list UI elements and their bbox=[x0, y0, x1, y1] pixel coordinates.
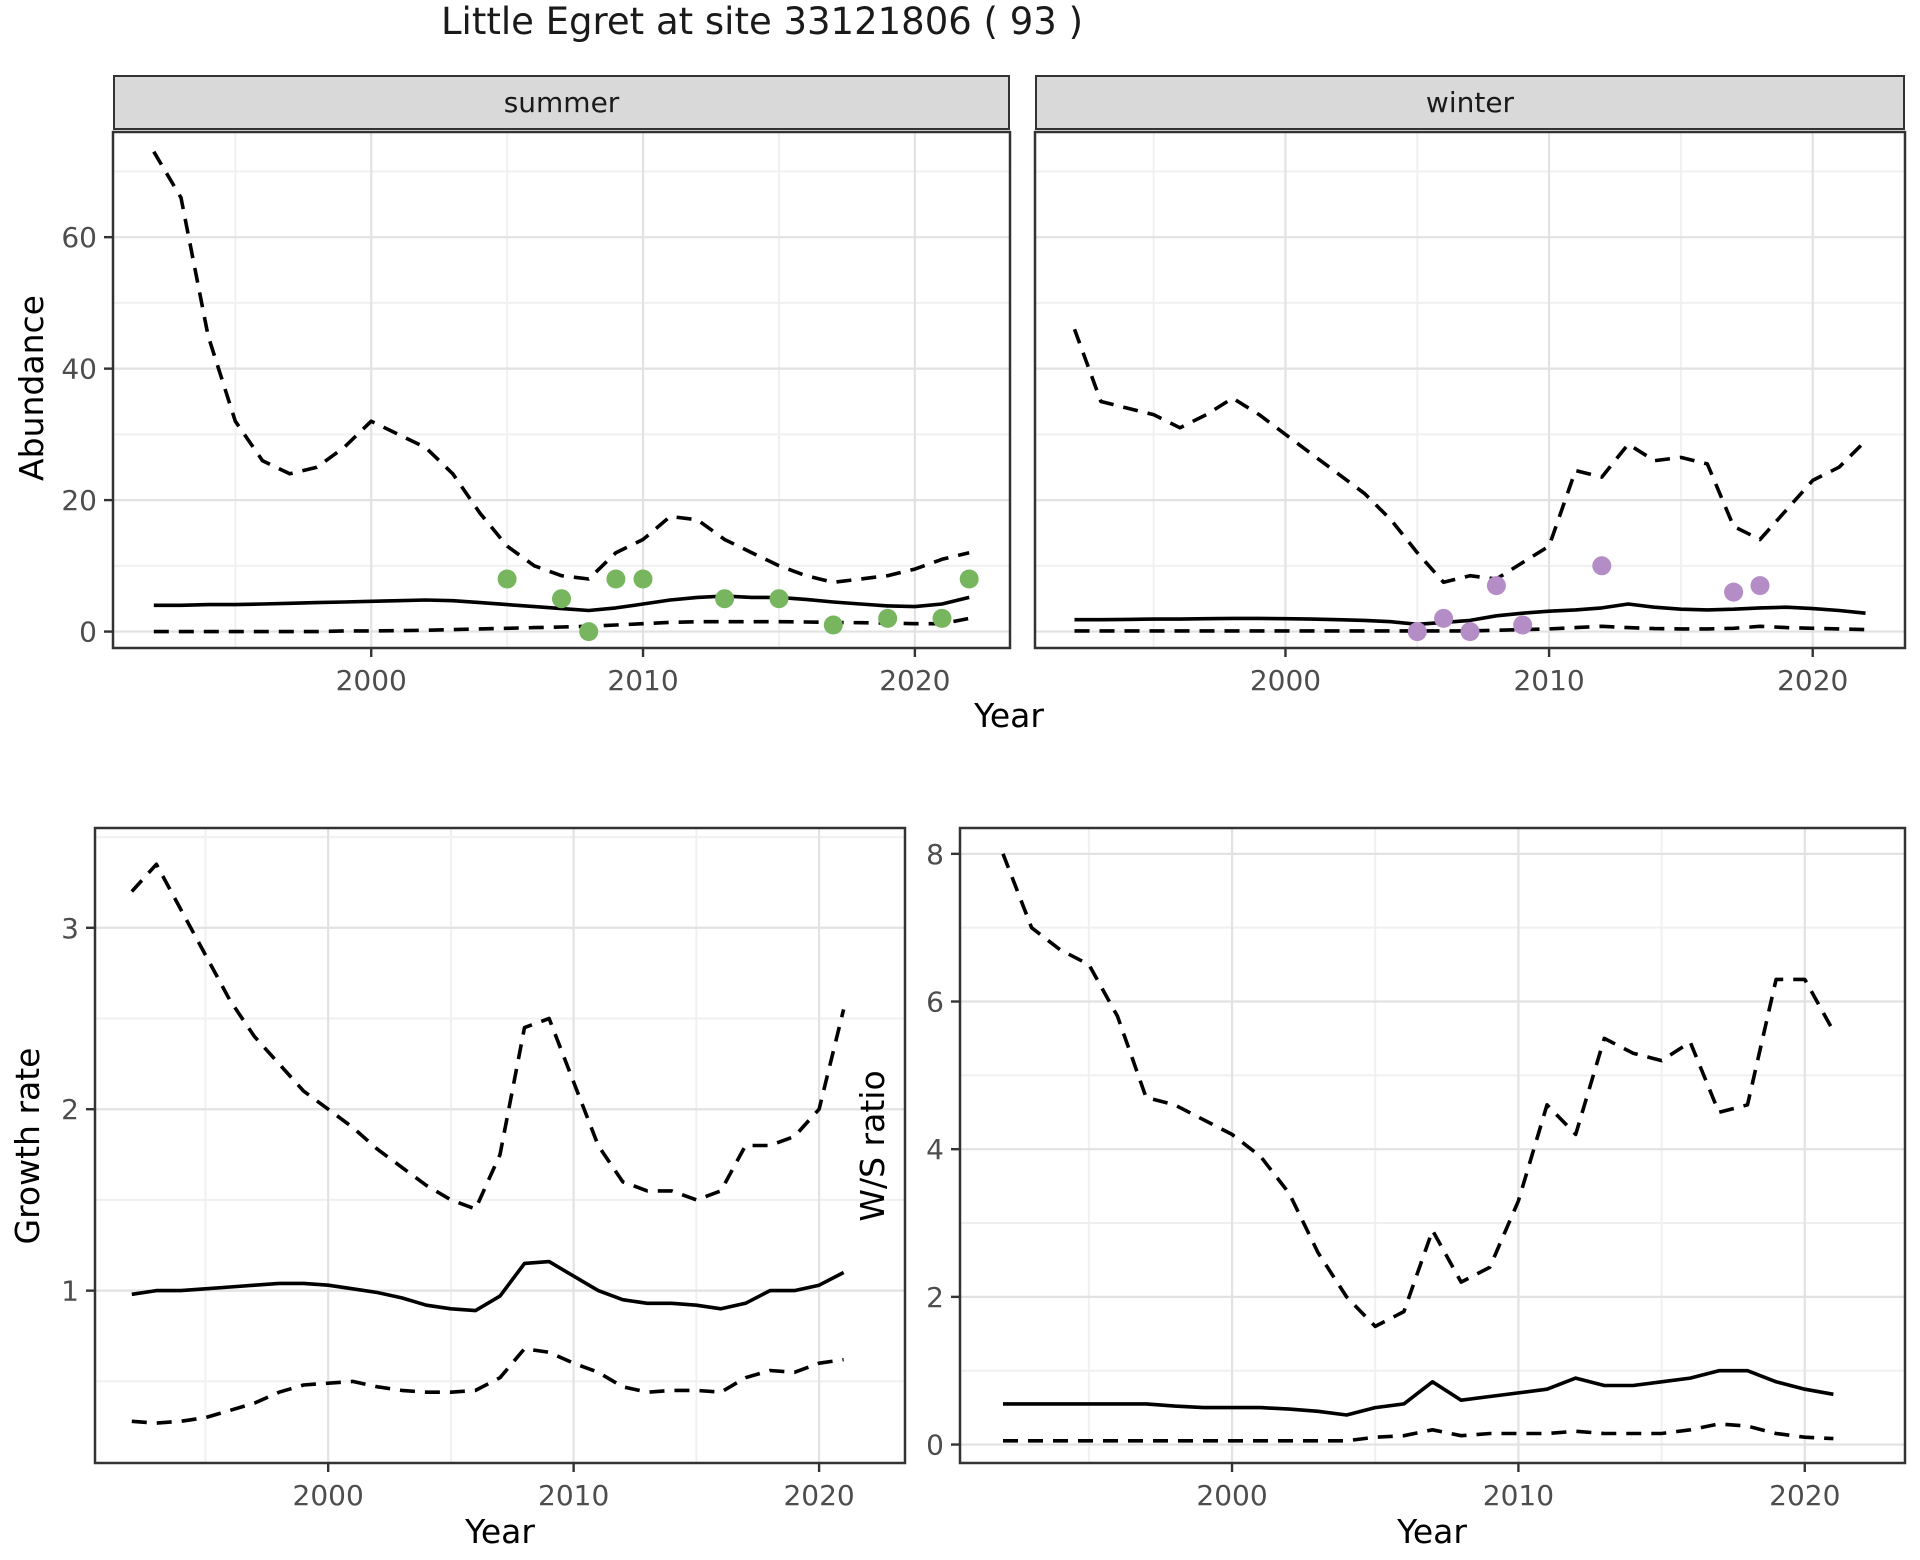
observed-point bbox=[552, 589, 571, 609]
plot-title: Little Egret at site 33121806 ( 93 ) bbox=[440, 0, 1084, 43]
observed-point bbox=[1486, 576, 1506, 596]
abundance-summer-panel: 2000 2010 2020 0 20 40 60 bbox=[61, 130, 1012, 697]
facet-strip-winter: winter bbox=[1035, 75, 1905, 130]
y-tick-label: 4 bbox=[926, 1133, 944, 1166]
y-tick-label: 6 bbox=[926, 986, 944, 1019]
observed-point bbox=[579, 622, 599, 642]
upper-ci-line bbox=[1072, 328, 1867, 585]
observed-point bbox=[959, 569, 979, 589]
x-tick-label: 2010 bbox=[1483, 1479, 1554, 1512]
x-tick-label: 2020 bbox=[1777, 664, 1848, 697]
observed-point bbox=[878, 608, 898, 628]
upper-ci-line bbox=[152, 150, 970, 585]
abundance-winter-panel: 2000 2010 2020 bbox=[1033, 130, 1907, 697]
fitted-line bbox=[153, 594, 970, 613]
fitted-line bbox=[131, 1259, 845, 1313]
lower-ci-line bbox=[131, 1346, 844, 1425]
upper-ci-line bbox=[1001, 853, 1835, 1329]
lower-ci-line bbox=[1003, 1422, 1834, 1443]
panel-background bbox=[1035, 132, 1905, 648]
panel-background bbox=[113, 132, 1010, 648]
facet-strip-winter-label: winter bbox=[1425, 86, 1515, 119]
panel-border bbox=[93, 826, 907, 1465]
observed-point bbox=[932, 608, 952, 628]
x-tick-label: 2000 bbox=[1196, 1479, 1267, 1512]
growth-rate-axis-title: Growth rate bbox=[8, 1047, 47, 1245]
x-tick-label: 2010 bbox=[538, 1479, 609, 1512]
upper-ci-line bbox=[130, 862, 846, 1211]
year-axis-title-growth: Year bbox=[465, 1512, 535, 1551]
y-tick-label: 8 bbox=[926, 838, 944, 871]
y-tick-label: 20 bbox=[61, 484, 97, 517]
x-tick-label: 2020 bbox=[783, 1479, 854, 1512]
x-tick-label: 2000 bbox=[1250, 664, 1321, 697]
ws-ratio-panel: 2000 2010 2020 0 2 4 6 8 bbox=[926, 826, 1907, 1512]
x-tick-label: 2010 bbox=[607, 664, 678, 697]
observed-point bbox=[1724, 582, 1744, 602]
observed-point bbox=[1750, 576, 1770, 596]
y-tick-label: 1 bbox=[61, 1275, 79, 1308]
observed-point bbox=[715, 589, 735, 609]
facet-strip-summer: summer bbox=[113, 75, 1010, 130]
y-tick-label: 40 bbox=[61, 353, 97, 386]
x-tick-label: 2000 bbox=[336, 664, 407, 697]
x-tick-label: 2010 bbox=[1513, 664, 1584, 697]
observed-point bbox=[1434, 608, 1454, 628]
lower-ci-line bbox=[1074, 624, 1866, 633]
observed-point bbox=[1407, 622, 1427, 642]
ws-ratio-axis-title: W/S ratio bbox=[853, 1070, 892, 1222]
y-tick-label: 2 bbox=[926, 1281, 944, 1314]
facet-strip-summer-label: summer bbox=[503, 86, 620, 119]
growth-rate-panel: 2000 2010 2020 1 2 3 bbox=[61, 826, 907, 1512]
fitted-line bbox=[1074, 602, 1866, 627]
x-tick-label: 2020 bbox=[1769, 1479, 1840, 1512]
y-tick-label: 3 bbox=[61, 912, 79, 945]
panel-border bbox=[1033, 130, 1907, 650]
abundance-axis-title: Abundance bbox=[12, 295, 51, 481]
observed-point bbox=[633, 569, 653, 589]
observed-point bbox=[823, 615, 843, 635]
x-tick-label: 2000 bbox=[293, 1479, 364, 1512]
observed-point bbox=[1460, 622, 1480, 642]
y-tick-label: 60 bbox=[61, 221, 97, 254]
fitted-line bbox=[1003, 1368, 1834, 1417]
observed-point bbox=[1592, 556, 1612, 576]
y-tick-label: 0 bbox=[79, 616, 97, 649]
year-axis-title-ws: Year bbox=[1397, 1512, 1467, 1551]
observed-point bbox=[497, 569, 517, 589]
observed-point bbox=[769, 589, 789, 609]
y-tick-label: 2 bbox=[61, 1093, 79, 1126]
panel-border bbox=[958, 826, 1907, 1465]
panel-border bbox=[111, 130, 1012, 650]
observed-point bbox=[606, 569, 626, 589]
observed-point bbox=[1513, 615, 1533, 635]
x-tick-label: 2020 bbox=[879, 664, 950, 697]
year-axis-title-top: Year bbox=[974, 696, 1044, 735]
y-tick-label: 0 bbox=[926, 1429, 944, 1462]
panel-background bbox=[960, 828, 1905, 1463]
